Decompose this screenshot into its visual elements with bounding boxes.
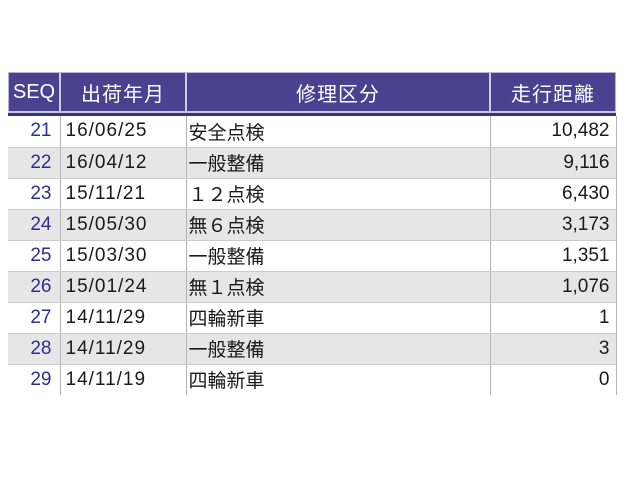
table-row[interactable]: 24 15/05/30 無６点検 3,173 — [8, 209, 617, 241]
table-row[interactable]: 21 16/06/25 安全点検 10,482 — [8, 116, 617, 148]
header-date[interactable]: 出荷年月 — [61, 73, 185, 111]
header-category[interactable]: 修理区分 — [187, 73, 489, 111]
cell-mileage: 10,482 — [489, 116, 617, 148]
repair-history-table: SEQ 出荷年月 修理区分 走行距離 21 16/06/25 安全点検 10,482 22 16… — [8, 72, 617, 395]
header-underline-light — [8, 111, 616, 113]
cell-mileage: 3,173 — [489, 209, 617, 241]
cell-category: 無６点検 — [185, 209, 490, 241]
cell-seq: 22 — [8, 147, 60, 179]
cell-date: 15/11/21 — [59, 178, 186, 210]
cell-category: 四輪新車 — [185, 302, 490, 334]
cell-category: １２点検 — [185, 178, 490, 210]
table-row[interactable]: 22 16/04/12 一般整備 9,116 — [8, 147, 617, 179]
cell-mileage: 1,076 — [489, 271, 617, 303]
cell-category: 一般整備 — [185, 333, 490, 365]
table-body: 21 16/06/25 安全点検 10,482 22 16/04/12 一般整備 9,116 2… — [8, 116, 617, 395]
cell-category: 安全点検 — [185, 116, 490, 148]
cell-category: 一般整備 — [185, 147, 490, 179]
table-row[interactable]: 28 14/11/29 一般整備 3 — [8, 333, 617, 365]
table-row[interactable]: 29 14/11/19 四輪新車 0 — [8, 364, 617, 395]
header-mileage[interactable]: 走行距離 — [491, 73, 615, 111]
cell-seq: 28 — [8, 333, 60, 365]
table-header: SEQ 出荷年月 修理区分 走行距離 — [8, 72, 616, 111]
cell-mileage: 3 — [489, 333, 617, 365]
cell-mileage: 6,430 — [489, 178, 617, 210]
cell-category: 一般整備 — [185, 240, 490, 272]
cell-date: 16/04/12 — [59, 147, 186, 179]
header-seq[interactable]: SEQ — [9, 73, 59, 111]
cell-seq: 23 — [8, 178, 60, 210]
table-row[interactable]: 25 15/03/30 一般整備 1,351 — [8, 240, 617, 272]
cell-category: 四輪新車 — [185, 364, 490, 395]
cell-date: 15/03/30 — [59, 240, 186, 272]
cell-seq: 21 — [8, 116, 60, 148]
cell-mileage: 0 — [489, 364, 617, 395]
cell-mileage: 1,351 — [489, 240, 617, 272]
cell-date: 15/05/30 — [59, 209, 186, 241]
cell-category: 無１点検 — [185, 271, 490, 303]
cell-seq: 26 — [8, 271, 60, 303]
cell-seq: 25 — [8, 240, 60, 272]
cell-mileage: 9,116 — [489, 147, 617, 179]
table-grid: 21 16/06/25 安全点検 10,482 22 16/04/12 一般整備 9,116 2… — [8, 116, 617, 395]
table-row[interactable]: 26 15/01/24 無１点検 1,076 — [8, 271, 617, 303]
cell-date: 14/11/19 — [59, 364, 186, 395]
cell-date: 15/01/24 — [59, 271, 186, 303]
cell-date: 14/11/29 — [59, 333, 186, 365]
cell-mileage: 1 — [489, 302, 617, 334]
cell-seq: 29 — [8, 364, 60, 395]
table-row[interactable]: 27 14/11/29 四輪新車 1 — [8, 302, 617, 334]
cell-date: 14/11/29 — [59, 302, 186, 334]
cell-date: 16/06/25 — [59, 116, 186, 148]
cell-seq: 27 — [8, 302, 60, 334]
header-underline-dark — [8, 113, 616, 116]
cell-seq: 24 — [8, 209, 60, 241]
table-row[interactable]: 23 15/11/21 １２点検 6,430 — [8, 178, 617, 210]
